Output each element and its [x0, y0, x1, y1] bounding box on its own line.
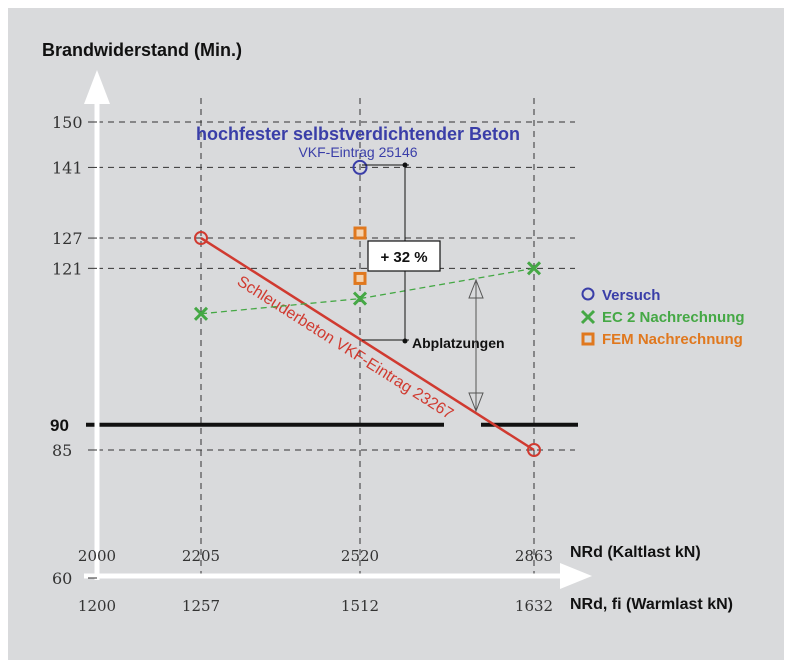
x-ticks: 2000 2205 2520 2863 1200 1257 1512 1632	[78, 547, 553, 615]
threshold-label: 90	[50, 416, 69, 435]
bracket-dot-bottom	[402, 338, 408, 344]
legend-marker-ec2	[580, 309, 596, 325]
y-tick-141: 141	[52, 158, 83, 177]
x-tick-bottom-1632: 1632	[515, 597, 553, 615]
y-tick-150: 150	[52, 113, 83, 132]
grid	[97, 98, 575, 576]
y-tick-127: 127	[52, 229, 83, 248]
x-axis-label-top: NRd (Kaltlast kN)	[570, 544, 701, 561]
marker-fem-1	[353, 271, 367, 285]
increase-box	[367, 240, 441, 272]
x-tick-top-2520: 2520	[341, 547, 379, 565]
marker-schleuderbeton-1	[527, 443, 541, 457]
x-axis-label-bottom: NRd, fi (Warmlast kN)	[570, 596, 733, 613]
legend-label-fem: FEM Nachrechnung	[602, 331, 743, 348]
x-tick-bottom-1512: 1512	[341, 597, 379, 615]
y-axis-label: Brandwiderstand (Min.)	[42, 40, 242, 60]
marker-fem-0	[353, 226, 367, 240]
y-tick-85: 85	[52, 441, 72, 460]
chart-title: hochfester selbstverdichtender Beton	[196, 124, 520, 144]
x-tick-top-2205: 2205	[182, 547, 220, 565]
bracket-dot-top	[402, 162, 408, 168]
legend-label-versuch: Versuch	[602, 287, 660, 304]
legend-label-ec2: EC 2 Nachrechnung	[602, 309, 745, 326]
x-axis-arrow	[560, 563, 592, 589]
spalling-arrow-head-up	[468, 278, 484, 299]
spalling-label: Abplatzungen	[412, 335, 505, 351]
marker-ec2-2	[526, 261, 542, 276]
x-tick-bottom-1200: 1200	[78, 597, 116, 615]
x-tick-bottom-1257: 1257	[182, 597, 220, 615]
increase-label: + 32 %	[380, 249, 427, 266]
chart-background	[8, 8, 784, 660]
chart-subtitle: VKF-Eintrag 25146	[298, 144, 417, 160]
series-line-ec2	[200, 267, 535, 315]
y-axis-arrow	[84, 70, 110, 104]
markers	[193, 159, 542, 457]
legend-marker-fem	[581, 332, 595, 346]
x-tick-top-2863: 2863	[515, 547, 553, 565]
y-ticks: 150 141 127 121 85 60	[52, 113, 97, 588]
y-tick-121: 121	[52, 259, 83, 278]
legend-marker-versuch	[581, 287, 595, 301]
x-tick-top-2000: 2000	[78, 547, 116, 565]
spalling-arrow-head-down	[468, 392, 484, 413]
marker-ec2-1	[352, 291, 368, 306]
series-line-schleuderbeton	[200, 237, 535, 452]
legend: Versuch EC 2 Nachrechnung FEM Nachrechnu…	[580, 287, 745, 348]
marker-ec2-0	[193, 306, 209, 321]
y-tick-60: 60	[52, 569, 72, 588]
marker-versuch-0	[352, 159, 368, 175]
marker-schleuderbeton-0	[194, 231, 208, 246]
